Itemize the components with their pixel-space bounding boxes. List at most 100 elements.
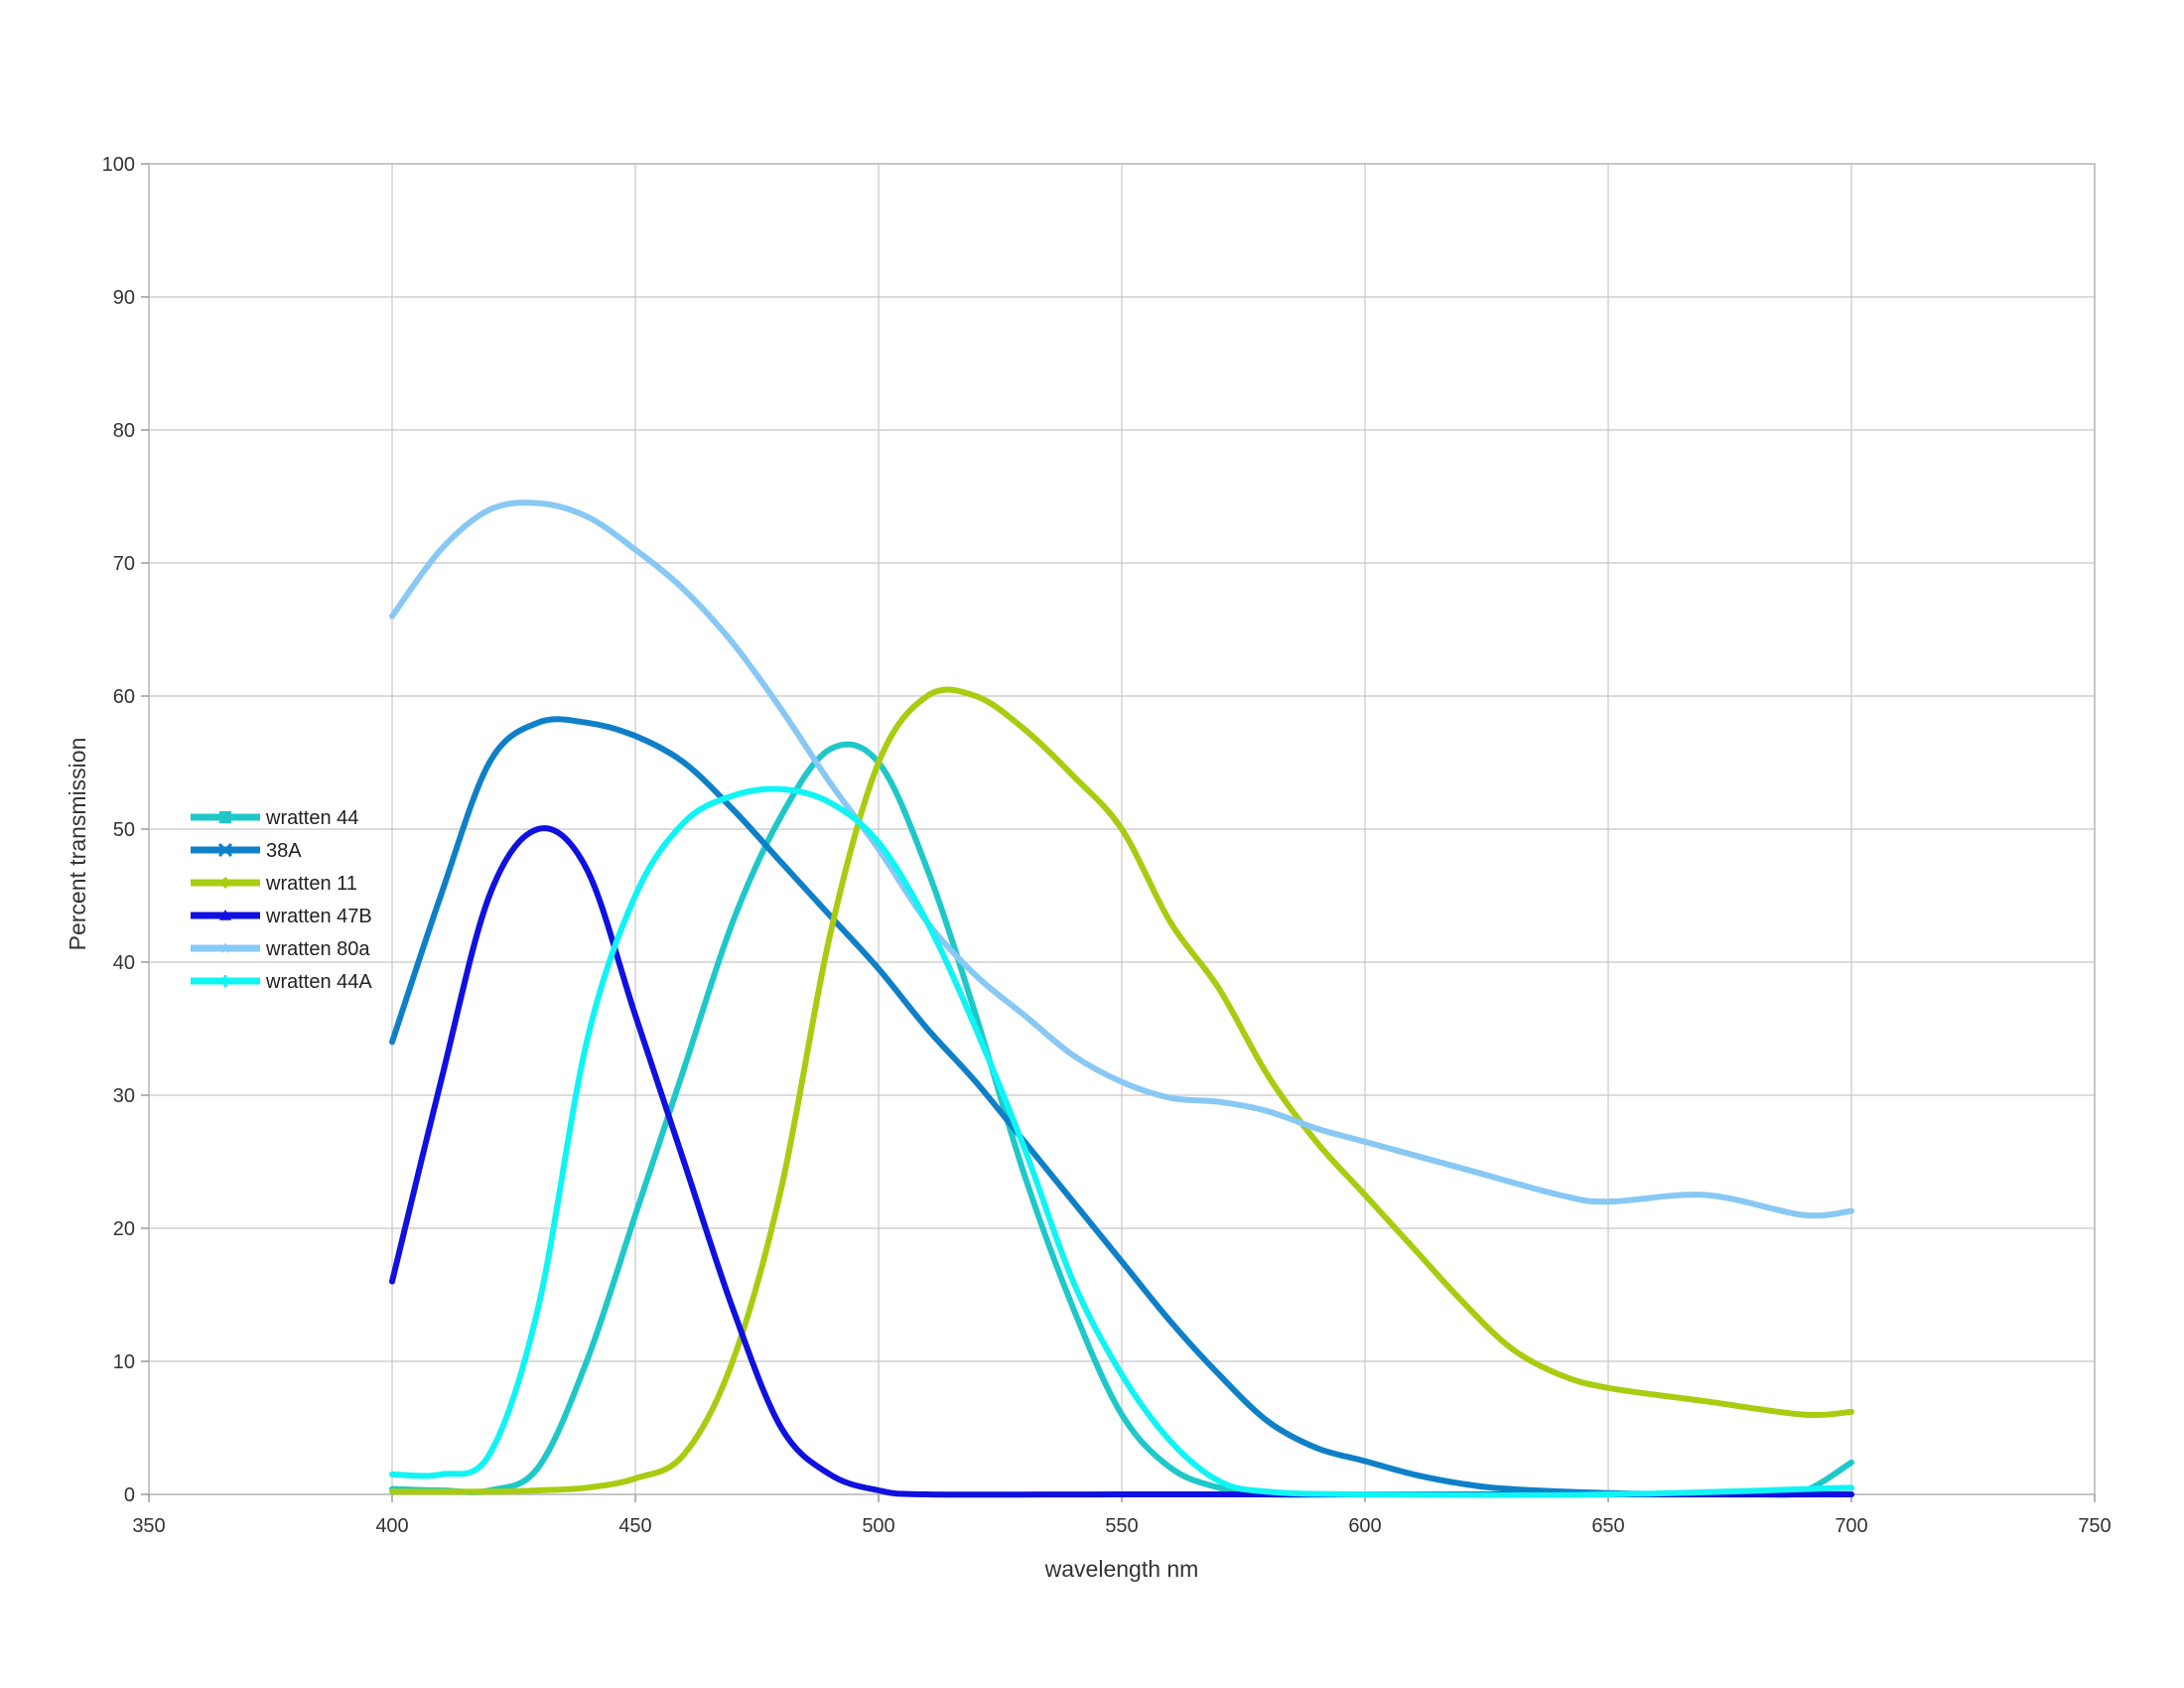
legend-marker-square xyxy=(219,811,231,823)
data-point xyxy=(1023,1173,1026,1177)
series-wratten-80a xyxy=(389,499,1854,1219)
data-point xyxy=(974,973,978,978)
data-point xyxy=(1606,1199,1610,1203)
data-point xyxy=(536,1466,540,1470)
data-point xyxy=(1509,1487,1513,1491)
y-tick-label: 60 xyxy=(113,686,135,708)
data-point xyxy=(487,761,491,765)
data-point xyxy=(1704,1399,1707,1403)
data-point xyxy=(1606,1386,1610,1390)
grid-lines xyxy=(148,163,2096,1495)
data-point xyxy=(1363,1459,1367,1464)
data-point xyxy=(974,1027,978,1031)
x-axis-label: wavelength nm xyxy=(1044,1556,1199,1582)
data-point xyxy=(974,694,978,698)
data-point xyxy=(877,847,881,851)
x-tick-label: 550 xyxy=(1105,1515,1138,1537)
data-point xyxy=(877,967,881,971)
legend-marker-diamond xyxy=(219,877,231,889)
data-point xyxy=(439,1473,443,1477)
data-point xyxy=(633,894,637,898)
data-point xyxy=(536,1488,540,1492)
data-point xyxy=(1071,1280,1075,1284)
y-tick-label: 80 xyxy=(113,420,135,442)
data-point xyxy=(877,1488,881,1492)
data-point xyxy=(1363,1492,1367,1496)
data-point xyxy=(1023,1014,1026,1018)
data-point xyxy=(1801,1413,1805,1417)
legend-item-wratten-44a: wratten 44A xyxy=(191,971,372,993)
data-point xyxy=(487,1453,491,1457)
data-point xyxy=(1849,1208,1853,1213)
data-point xyxy=(1460,1300,1464,1304)
data-point xyxy=(1314,1140,1318,1144)
legend-marker-x xyxy=(217,842,233,858)
data-point xyxy=(633,1213,637,1217)
data-point xyxy=(487,1489,491,1493)
data-point xyxy=(585,1485,589,1489)
data-point xyxy=(1558,1193,1562,1197)
data-point xyxy=(487,894,491,898)
data-point xyxy=(1849,1461,1853,1465)
data-point xyxy=(585,514,589,518)
data-point xyxy=(1023,727,1026,732)
data-point xyxy=(390,1473,394,1477)
legend-item-38a: 38A xyxy=(191,840,302,862)
data-point xyxy=(1120,1372,1124,1376)
data-point xyxy=(1071,774,1075,778)
data-point xyxy=(925,920,929,924)
y-tick-label: 50 xyxy=(113,819,135,841)
data-point xyxy=(390,1489,394,1493)
data-point xyxy=(1217,987,1221,991)
data-point xyxy=(925,867,929,871)
data-point xyxy=(390,1280,394,1284)
data-point xyxy=(1266,1489,1270,1493)
data-point xyxy=(1266,1109,1270,1113)
data-point xyxy=(1606,1492,1610,1496)
data-point xyxy=(1849,1492,1853,1496)
data-point xyxy=(1168,920,1172,924)
legend-item-wratten-11: wratten 11 xyxy=(191,873,357,895)
data-point xyxy=(682,588,686,592)
data-point xyxy=(877,840,881,845)
data-point xyxy=(828,748,832,752)
x-tick-label: 700 xyxy=(1835,1515,1867,1537)
legend-label: wratten 44 xyxy=(265,807,358,829)
data-point xyxy=(1509,1346,1513,1350)
data-point xyxy=(779,787,783,791)
data-point xyxy=(682,1160,686,1164)
data-point xyxy=(1849,1485,1853,1489)
data-point xyxy=(439,548,443,552)
data-point xyxy=(731,807,735,811)
data-point xyxy=(1168,1320,1172,1324)
data-point xyxy=(585,1040,589,1044)
legend-label: wratten 80a xyxy=(265,938,370,960)
data-point xyxy=(974,1080,978,1084)
data-point xyxy=(682,1453,686,1457)
data-point xyxy=(1412,1473,1416,1477)
legend-label: wratten 11 xyxy=(265,873,357,895)
data-point xyxy=(1266,1419,1270,1423)
data-point xyxy=(1217,1485,1221,1489)
legend-item-wratten-44: wratten 44 xyxy=(191,807,358,829)
legend-marker-star xyxy=(219,942,231,953)
data-point xyxy=(779,1187,783,1191)
data-point xyxy=(1363,1193,1367,1197)
x-tick-label: 750 xyxy=(2078,1515,2111,1537)
y-axis-label: Percent transmission xyxy=(65,738,90,951)
data-point xyxy=(1071,1306,1075,1310)
data-point xyxy=(1071,1054,1075,1057)
data-point xyxy=(439,1080,443,1084)
legend-item-wratten-47b: wratten 47B xyxy=(191,906,372,927)
data-point xyxy=(1314,1126,1318,1131)
y-tick-label: 10 xyxy=(113,1351,135,1373)
data-point xyxy=(828,1473,832,1477)
data-point xyxy=(633,734,637,738)
data-point xyxy=(1120,1413,1124,1417)
data-point xyxy=(779,860,783,865)
data-point xyxy=(1168,1096,1172,1100)
y-axis-ticks: 0 10 20 30 40 50 60 70 80 90 100 xyxy=(102,154,149,1506)
data-point xyxy=(585,721,589,725)
data-point xyxy=(731,640,735,645)
data-point xyxy=(1704,1193,1707,1197)
